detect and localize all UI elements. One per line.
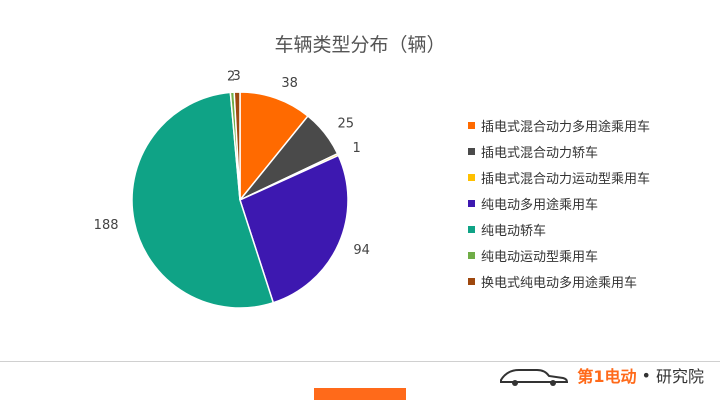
data-label-5: 188 xyxy=(94,218,119,233)
brand-separator: • xyxy=(641,365,651,385)
legend-item-3: 插电式混合动力运动型乘用车 xyxy=(468,164,650,190)
footer-divider xyxy=(0,361,720,362)
data-label-6: 2 xyxy=(227,69,235,84)
legend-item-1: 插电式混合动力多用途乘用车 xyxy=(468,112,650,138)
legend-swatch xyxy=(468,277,475,285)
legend-item-6: 纯电动运动型乘用车 xyxy=(468,242,650,268)
data-label-7: 3 xyxy=(233,69,241,84)
brand-institute: 研究院 xyxy=(655,367,704,386)
legend-label: 纯电动多用途乘用车 xyxy=(481,197,599,213)
legend-item-4: 纯电动多用途乘用车 xyxy=(468,190,650,216)
pie-slice-4 xyxy=(239,154,349,304)
legend-item-5: 纯电动轿车 xyxy=(468,216,650,242)
brand-logo-text: 第1电动 xyxy=(577,367,637,386)
data-label-3: 1 xyxy=(352,141,360,156)
legend-label: 换电式纯电动多用途乘用车 xyxy=(481,275,638,291)
pie-slice-1 xyxy=(239,91,309,203)
legend-swatch xyxy=(468,251,475,259)
pie-slice-5 xyxy=(131,91,275,309)
legend-swatch xyxy=(468,225,475,233)
legend-item-2: 插电式混合动力轿车 xyxy=(468,138,650,164)
legend-swatch xyxy=(468,147,475,155)
chart-title: 车辆类型分布（辆） xyxy=(274,34,446,56)
footer-accent-bar xyxy=(314,388,406,400)
brand-footer: 第1电动 • 研究院 xyxy=(497,362,704,388)
legend-label: 插电式混合动力轿车 xyxy=(481,145,599,161)
data-label-1: 38 xyxy=(281,76,298,91)
legend-label: 纯电动运动型乘用车 xyxy=(481,249,599,265)
legend: 插电式混合动力多用途乘用车 插电式混合动力轿车插电式混合动力运动型乘用车 纯电动多用… xyxy=(468,112,650,294)
legend-swatch xyxy=(468,199,475,207)
data-label-4: 94 xyxy=(353,243,370,258)
car-logo-icon xyxy=(500,369,569,386)
legend-label: 插电式混合动力多用途乘用车 xyxy=(481,119,651,135)
data-label-2: 25 xyxy=(337,116,354,131)
legend-swatch xyxy=(468,121,475,129)
legend-label: 插电式混合动力运动型乘用车 xyxy=(481,171,651,187)
legend-swatch xyxy=(468,173,475,181)
pie-slice-7 xyxy=(233,91,241,201)
legend-item-7: 换电式纯电动多用途乘用车 xyxy=(468,268,650,294)
legend-label: 纯电动轿车 xyxy=(481,223,547,239)
